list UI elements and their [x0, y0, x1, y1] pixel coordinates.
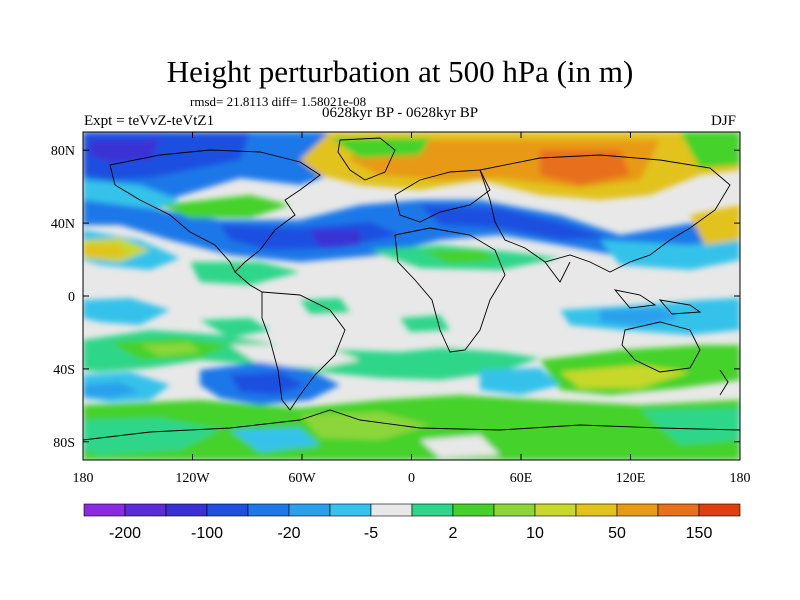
x-tick-label: 120E	[616, 471, 646, 486]
y-tick-label: 80N	[51, 144, 75, 159]
colorbar-label: -20	[277, 525, 300, 542]
y-axis: 80N 40N 0 40S 80S	[51, 144, 740, 451]
colorbar-box	[575, 503, 618, 517]
colorbar-box	[657, 503, 700, 517]
colorbar-box	[124, 503, 167, 517]
colorbar-box	[288, 503, 331, 517]
colorbar-box	[206, 503, 249, 517]
colorbar-label: -100	[191, 525, 223, 542]
x-tick-label: 60E	[510, 471, 533, 486]
colorbar-box	[329, 503, 372, 517]
colorbar-box	[411, 503, 454, 517]
colorbar-box	[534, 503, 577, 517]
y-tick-label: 0	[68, 290, 75, 305]
x-tick-label: 180	[73, 471, 94, 486]
colorbar-box	[493, 503, 536, 517]
colorbar-label: 50	[608, 525, 626, 542]
colorbar-label: 2	[449, 525, 458, 542]
x-axis: 180 120W 60W 0 60E 120E 180	[73, 132, 751, 486]
season-label: DJF	[711, 113, 737, 129]
contour-field	[83, 132, 740, 460]
period-label: 0628kyr BP - 0628kyr BP	[322, 105, 479, 121]
y-tick-label: 80S	[53, 436, 75, 451]
colorbar-box	[698, 503, 741, 517]
coastlines	[83, 137, 740, 441]
x-tick-label: 60W	[288, 471, 316, 486]
experiment-label: Expt = teVvZ-teVtZ1	[84, 113, 215, 129]
colorbar-box	[247, 503, 290, 517]
x-tick-label: 0	[408, 471, 415, 486]
colorbar-label: 10	[526, 525, 544, 542]
x-tick-label: 180	[730, 471, 751, 486]
colorbar-box	[452, 503, 495, 517]
colorbar-box	[370, 503, 413, 517]
stats-label: rmsd= 21.8113 diff= 1.58021e-08	[190, 94, 367, 109]
y-tick-label: 40N	[51, 217, 75, 232]
y-tick-label: 40S	[53, 363, 75, 378]
x-tick-label: 120W	[175, 471, 210, 486]
colorbar-label: -200	[109, 525, 141, 542]
colorbar-label: -5	[364, 525, 378, 542]
colorbar-box	[83, 503, 126, 517]
colorbar-box	[165, 503, 208, 517]
chart-title: Height perturbation at 500 hPa (in m)	[166, 54, 634, 89]
colorbar-box	[616, 503, 659, 517]
colorbar-label: 150	[686, 525, 713, 542]
